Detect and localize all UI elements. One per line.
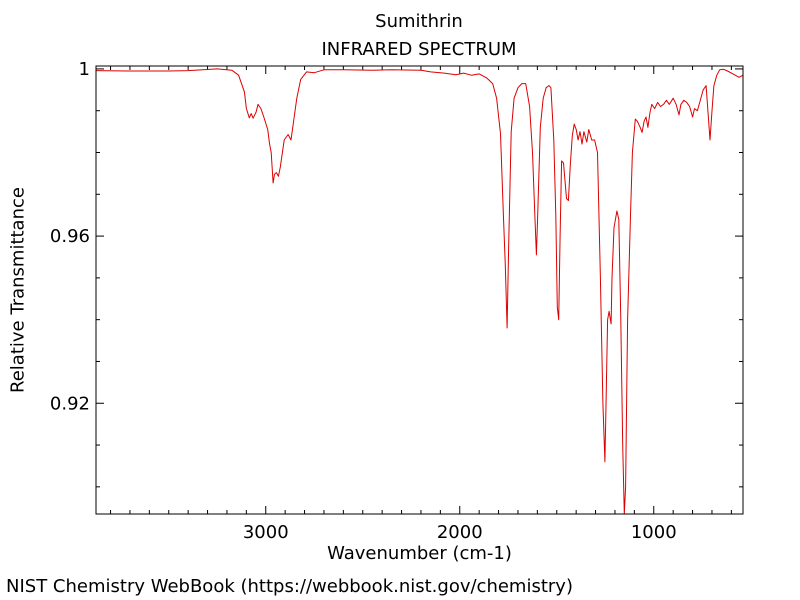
source-footer: NIST Chemistry WebBook (https://webbook.… xyxy=(6,576,573,597)
x-tick-label: 1000 xyxy=(631,522,677,543)
y-axis-label: Relative Transmittance xyxy=(7,187,29,393)
x-axis-ticks xyxy=(110,66,732,514)
x-axis-label: Wavenumber (cm-1) xyxy=(327,543,512,564)
plot-frame xyxy=(95,65,744,515)
y-tick-label: 0.96 xyxy=(50,226,90,247)
x-tick-label: 2000 xyxy=(437,522,483,543)
chart-title: Sumithrin xyxy=(375,11,463,32)
x-axis-tick-labels: 3000 2000 1000 xyxy=(243,522,677,543)
y-axis-ticks xyxy=(96,68,743,488)
spectrum-line xyxy=(95,68,744,515)
x-tick-label: 3000 xyxy=(243,522,289,543)
y-tick-label: 0.92 xyxy=(50,393,90,414)
y-tick-label: 1 xyxy=(79,59,90,80)
y-axis-tick-labels: 1 0.96 0.92 xyxy=(50,59,90,414)
chart-subtitle: INFRARED SPECTRUM xyxy=(321,39,517,60)
